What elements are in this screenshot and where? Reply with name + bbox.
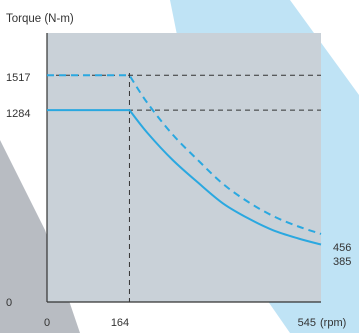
curves bbox=[47, 74, 322, 246]
y-tick-label: 1284 bbox=[6, 108, 30, 120]
x-tick-label: 164 bbox=[111, 317, 129, 329]
end-value-label-dashed: 456 bbox=[333, 242, 351, 254]
x-tick-label: 0 bbox=[44, 317, 50, 329]
end-value-label-solid: 385 bbox=[333, 256, 351, 268]
x-tick-label: 545 bbox=[298, 317, 316, 329]
series-line-dashed bbox=[47, 74, 322, 235]
x-axis-title: (rpm) bbox=[320, 317, 346, 329]
y-axis-title: Torque (N-m) bbox=[6, 13, 74, 25]
plot-area bbox=[47, 33, 321, 302]
y-tick-label: 1517 bbox=[6, 72, 30, 84]
y-tick-label: 0 bbox=[6, 297, 12, 309]
series-line-solid bbox=[47, 109, 322, 246]
